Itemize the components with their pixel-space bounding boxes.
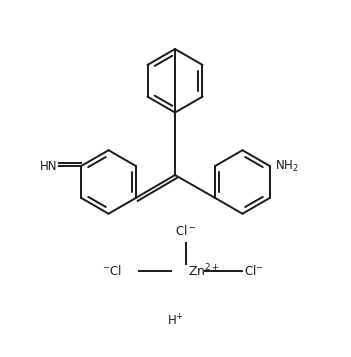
Text: NH$_2$: NH$_2$ — [275, 159, 299, 174]
Text: $^{-}$Cl: $^{-}$Cl — [102, 264, 121, 278]
Text: Zn$^{2+}$: Zn$^{2+}$ — [188, 263, 220, 280]
Text: Cl$^-$: Cl$^-$ — [175, 223, 197, 237]
Text: Cl$^{-}$: Cl$^{-}$ — [244, 264, 264, 278]
Text: HN: HN — [40, 160, 57, 172]
Text: H$^{+}$: H$^{+}$ — [166, 313, 184, 328]
